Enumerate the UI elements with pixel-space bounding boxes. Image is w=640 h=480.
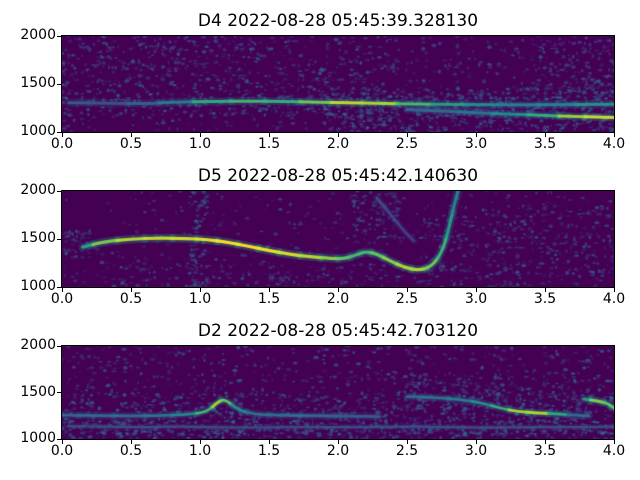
spectrogram-canvas (62, 346, 614, 439)
spectrogram-canvas (62, 36, 614, 132)
y-tick-mark (57, 286, 61, 288)
x-tick-label: 3.0 (464, 443, 488, 459)
x-tick-label: 0.5 (119, 136, 143, 152)
y-tick-mark (57, 35, 61, 37)
x-tick-mark (475, 133, 477, 137)
y-tick-label: 2000 (20, 27, 56, 43)
x-tick-mark (406, 288, 408, 292)
x-tick-label: 4.0 (602, 291, 626, 307)
x-tick-label: 1.0 (188, 291, 212, 307)
x-tick-label: 2.0 (326, 136, 350, 152)
x-tick-mark (475, 440, 477, 444)
axes-frame (57, 345, 615, 444)
x-tick-mark (268, 288, 270, 292)
x-tick-mark (61, 133, 63, 137)
x-tick-label: 2.5 (395, 443, 419, 459)
x-tick-label: 0.0 (50, 443, 74, 459)
x-tick-mark (475, 288, 477, 292)
x-tick-mark (61, 440, 63, 444)
x-axis-tick-labels: 0.0 0.5 1.0 1.5 2.0 2.5 3.0 3.5 4.0 (51, 443, 625, 460)
y-tick-label: 2000 (20, 182, 56, 198)
x-tick-mark (613, 440, 615, 444)
x-tick-mark (544, 440, 546, 444)
spectrogram-canvas (62, 191, 614, 287)
x-tick-label: 2.0 (326, 443, 350, 459)
y-tick-mark (57, 392, 61, 393)
x-tick-label: 0.5 (119, 443, 143, 459)
x-tick-label: 0.0 (50, 291, 74, 307)
x-tick-label: 3.5 (533, 136, 557, 152)
x-tick-label: 0.5 (119, 291, 143, 307)
x-tick-label: 1.5 (257, 443, 281, 459)
axes-frame (57, 190, 615, 292)
y-axis-tick-labels: 2000 1500 1000 (0, 28, 56, 138)
y-axis-tick-labels: 2000 1500 1000 (0, 338, 56, 445)
x-tick-label: 1.0 (188, 443, 212, 459)
plot-title: D4 2022-08-28 05:45:39.328130 (197, 11, 479, 31)
x-tick-label: 2.5 (395, 291, 419, 307)
x-tick-label: 1.5 (257, 291, 281, 307)
plot-title: D2 2022-08-28 05:45:42.703120 (197, 321, 479, 341)
x-tick-mark (544, 288, 546, 292)
x-tick-mark (337, 440, 339, 444)
y-tick-label: 1000 (20, 123, 56, 139)
x-tick-label: 2.5 (395, 136, 419, 152)
x-tick-mark (199, 288, 201, 292)
x-tick-mark (337, 133, 339, 137)
y-tick-mark (57, 131, 61, 133)
x-axis-tick-labels: 0.0 0.5 1.0 1.5 2.0 2.5 3.0 3.5 4.0 (51, 136, 625, 153)
x-tick-mark (613, 288, 615, 292)
x-tick-label: 3.5 (533, 443, 557, 459)
y-tick-label: 1500 (20, 383, 56, 400)
y-tick-mark (57, 83, 61, 85)
y-tick-label: 2000 (20, 337, 56, 353)
y-tick-mark (57, 190, 61, 192)
x-tick-mark (337, 288, 339, 292)
y-tick-mark (57, 345, 61, 347)
x-tick-mark (406, 133, 408, 137)
x-axis-tick-labels: 0.0 0.5 1.0 1.5 2.0 2.5 3.0 3.5 4.0 (51, 291, 625, 308)
x-tick-mark (61, 288, 63, 292)
x-tick-label: 0.0 (50, 136, 74, 152)
plot-title: D5 2022-08-28 05:45:42.140630 (197, 166, 479, 186)
x-tick-label: 4.0 (602, 443, 626, 459)
x-tick-mark (268, 133, 270, 137)
y-axis-tick-labels: 2000 1500 1000 (0, 183, 56, 293)
x-tick-mark (130, 133, 132, 137)
axes-frame (57, 35, 615, 137)
x-tick-label: 4.0 (602, 136, 626, 152)
y-tick-mark (57, 238, 61, 240)
x-tick-label: 3.5 (533, 291, 557, 307)
x-tick-mark (199, 440, 201, 444)
x-tick-label: 3.0 (464, 136, 488, 152)
x-tick-mark (130, 288, 132, 292)
x-tick-label: 2.0 (326, 291, 350, 307)
y-tick-mark (57, 438, 61, 440)
x-tick-label: 3.0 (464, 291, 488, 307)
x-tick-mark (199, 133, 201, 137)
y-tick-label: 1000 (20, 278, 56, 294)
x-tick-label: 1.5 (257, 136, 281, 152)
y-tick-label: 1500 (20, 230, 56, 246)
x-tick-label: 1.0 (188, 136, 212, 152)
x-tick-mark (130, 440, 132, 444)
x-tick-mark (268, 440, 270, 444)
x-tick-mark (613, 133, 615, 137)
y-tick-label: 1500 (20, 75, 56, 91)
y-tick-label: 1000 (20, 430, 56, 446)
x-tick-mark (406, 440, 408, 444)
x-tick-mark (544, 133, 546, 137)
